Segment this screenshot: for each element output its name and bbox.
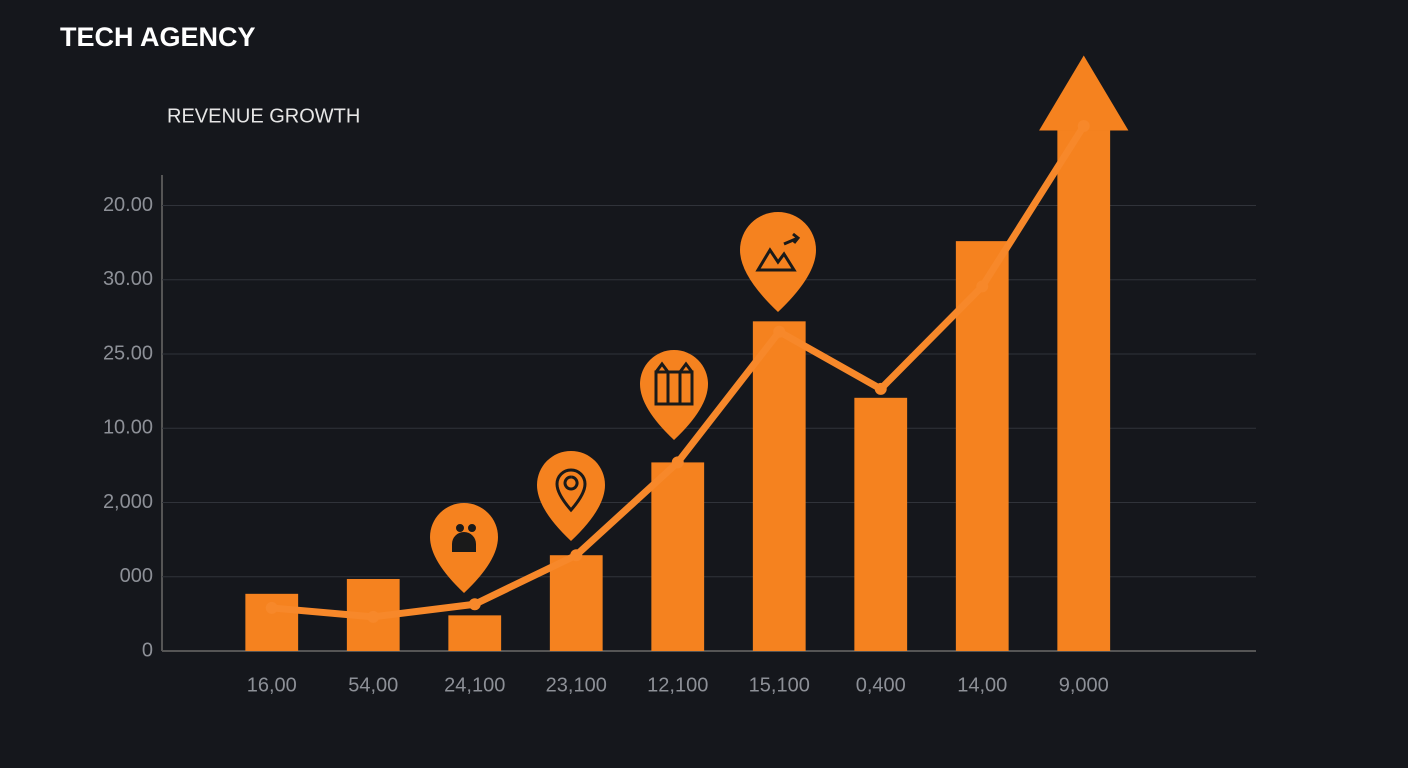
y-tick-label: 25.00: [103, 342, 153, 364]
y-tick-label: 2,000: [103, 491, 153, 513]
pin-icon: [555, 468, 587, 513]
y-tick-label: 000: [120, 565, 153, 587]
x-tick-label: 12,100: [647, 674, 708, 696]
y-tick-label: 20.00: [103, 194, 153, 216]
line-point: [265, 601, 278, 614]
x-tick-label: 14,00: [957, 674, 1007, 696]
bar: [651, 462, 705, 651]
bar: [549, 555, 603, 651]
y-tick-label: 10.00: [103, 417, 153, 439]
line-point: [468, 598, 481, 611]
bar: [854, 397, 908, 651]
line-point: [976, 280, 989, 293]
x-tick-label: 16,00: [247, 674, 297, 696]
y-tick-label: 30.00: [103, 268, 153, 290]
x-tick-label: 15,100: [749, 674, 810, 696]
x-tick-label: 24,100: [444, 674, 505, 696]
pins: [430, 212, 816, 593]
line-point: [1077, 120, 1090, 133]
line-point: [367, 610, 380, 623]
line-point: [874, 382, 887, 395]
bar: [1057, 130, 1111, 651]
x-tick-label: 0,400: [856, 674, 906, 696]
x-tick-label: 23,100: [546, 674, 607, 696]
pin-icon: [755, 232, 801, 272]
line-point: [773, 325, 786, 338]
line-point: [570, 549, 583, 562]
bar: [448, 615, 502, 651]
line-point: [671, 456, 684, 469]
x-tick-label: 54,00: [348, 674, 398, 696]
chart-subtitle: REVENUE GROWTH: [167, 105, 360, 127]
pin-icon: [452, 524, 476, 552]
chart-title: TECH AGENCY: [60, 22, 256, 52]
bar: [955, 241, 1009, 651]
pin-icon: [654, 361, 694, 406]
x-tick-label: 9,000: [1059, 674, 1109, 696]
arrow-head: [1039, 55, 1129, 131]
y-tick-label: 0: [142, 639, 153, 661]
bar: [752, 321, 806, 651]
pin: [536, 450, 605, 541]
